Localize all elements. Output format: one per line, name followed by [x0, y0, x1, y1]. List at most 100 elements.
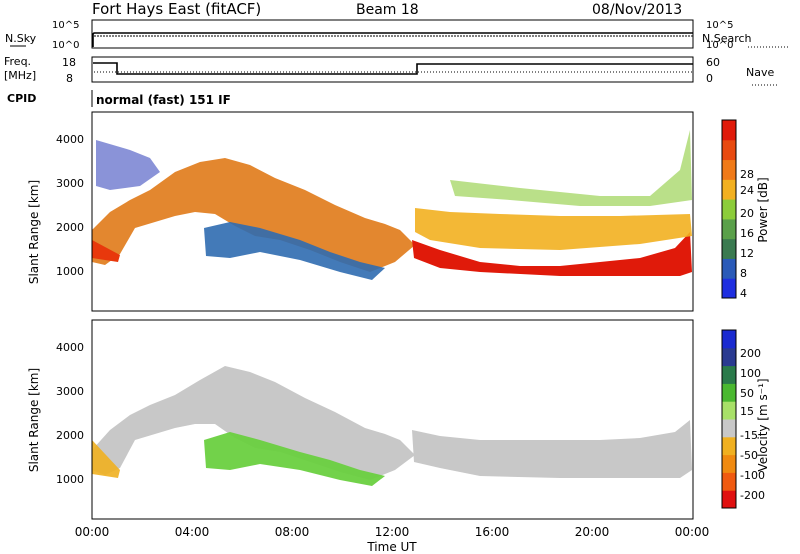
power-cb-tick-24: 24 — [740, 184, 754, 197]
noise-frame — [91, 19, 694, 49]
velocity-colorbar-swatch-6 — [722, 383, 736, 402]
vel-cb-tick-100: 100 — [740, 367, 761, 380]
power-colorbar-swatch-3 — [722, 218, 736, 240]
freq-panel: Freq. [MHz] 18 8 60 0 Nave — [4, 55, 778, 86]
vel-cb-tick-neg100: -100 — [740, 469, 765, 482]
power-cb-tick-28: 28 — [740, 168, 754, 181]
power-frame — [91, 111, 694, 312]
power-colorbar-swatch-7 — [722, 139, 736, 161]
velocity-colorbar-swatch-8 — [722, 347, 736, 367]
nsearch-label: N.Search — [702, 32, 752, 45]
velocity-ytick-1000: 1000 — [56, 473, 84, 486]
velocity-colorbar-swatch-9 — [722, 330, 736, 349]
velocity-colorbar-label: Velocity [m s⁻¹] — [756, 378, 770, 471]
xtick-2000: 20:00 — [575, 525, 610, 539]
nsky-series-line — [92, 32, 693, 47]
power-colorbar-swatch-2 — [722, 238, 736, 259]
power-region-patch — [204, 222, 385, 280]
power-colorbar — [721, 119, 737, 299]
velocity-frame — [91, 319, 694, 520]
power-region-main — [92, 158, 415, 272]
noise-panel: N.Sky N.Search 10^5 10^0 10^5 10^0 — [5, 19, 790, 51]
xtick-0400: 04:00 — [175, 525, 210, 539]
nsky-label: N.Sky — [5, 32, 37, 45]
cpid-label: CPID — [7, 92, 36, 105]
power-colorbar-swatch-0 — [722, 278, 736, 299]
xtick-0800: 08:00 — [275, 525, 310, 539]
power-region-morning-top — [96, 140, 160, 190]
nave-ytick-top: 60 — [706, 56, 720, 69]
velocity-colorbar-frame — [721, 329, 737, 509]
xtick-2400: 00:00 — [675, 525, 710, 539]
freq-ytick-bottom: 8 — [66, 72, 73, 85]
power-colorbar-swatch-4 — [722, 199, 736, 220]
vel-cb-tick-15: 15 — [740, 405, 754, 418]
date-title: 08/Nov/2013 — [592, 2, 682, 18]
power-cb-tick-16: 16 — [740, 227, 754, 240]
velocity-colorbar — [721, 329, 737, 509]
nave-ytick-bottom: 0 — [706, 72, 713, 85]
xtick-0000: 00:00 — [75, 525, 110, 539]
velocity-panel: Slant Range [km] 1000 2000 3000 4000 Vel… — [27, 319, 770, 520]
velocity-colorbar-swatch-1 — [722, 472, 736, 491]
velocity-region-main — [92, 366, 415, 480]
velocity-colorbar-swatch-5 — [722, 401, 736, 420]
power-colorbar-swatch-8 — [722, 120, 736, 141]
power-cb-tick-8: 8 — [740, 267, 747, 280]
freq-frame — [91, 56, 694, 83]
cpid-mode: normal (fast) 151 IF — [96, 93, 231, 107]
power-colorbar-label: Power [dB] — [756, 177, 770, 242]
power-heatmap — [92, 130, 692, 280]
xtick-1200: 12:00 — [375, 525, 410, 539]
vel-cb-tick-neg200: -200 — [740, 489, 765, 502]
velocity-ytick-4000: 4000 — [56, 341, 84, 354]
power-region-evening-layer — [415, 208, 692, 250]
velocity-heatmap — [92, 366, 692, 486]
velocity-ytick-2000: 2000 — [56, 429, 84, 442]
power-colorbar-swatch-1 — [722, 258, 736, 279]
power-ytick-1000: 1000 — [56, 265, 84, 278]
x-axis-label: Time UT — [366, 540, 417, 554]
velocity-colorbar-swatch-7 — [722, 365, 736, 384]
power-region-evening-top — [450, 130, 692, 206]
power-ylabel: Slant Range [km] — [27, 180, 41, 284]
nave-label: Nave — [746, 66, 774, 79]
beam-title: Beam 18 — [356, 2, 419, 18]
velocity-ytick-3000: 3000 — [56, 385, 84, 398]
freq-label: Freq. — [4, 55, 31, 68]
noise-ytick-right-top: 10^5 — [706, 20, 733, 31]
station-title: Fort Hays East (fitACF) — [92, 0, 261, 18]
velocity-colorbar-swatch-4 — [722, 419, 736, 438]
power-cb-tick-20: 20 — [740, 207, 754, 220]
power-ytick-2000: 2000 — [56, 221, 84, 234]
noise-ytick-right-bottom: 10^0 — [706, 40, 733, 51]
x-axis: 00:00 04:00 08:00 12:00 16:00 20:00 00:0… — [75, 525, 710, 554]
velocity-colorbar-swatch-0 — [722, 490, 736, 509]
vel-cb-tick-neg50: -50 — [740, 449, 758, 462]
freq-ytick-top: 18 — [62, 56, 76, 69]
power-ytick-3000: 3000 — [56, 177, 84, 190]
velocity-colorbar-swatch-2 — [722, 454, 736, 473]
velocity-colorbar-swatch-3 — [722, 436, 736, 456]
power-panel: Slant Range [km] 1000 2000 3000 4000 Pow… — [27, 111, 770, 312]
noise-ytick-top: 10^5 — [52, 20, 79, 31]
vel-cb-tick-neg15: -15 — [740, 429, 758, 442]
power-region-core — [92, 240, 120, 262]
power-colorbar-swatch-5 — [722, 179, 736, 200]
freq-unit: [MHz] — [4, 69, 36, 82]
vel-cb-tick-50: 50 — [740, 387, 754, 400]
velocity-region-orange — [92, 440, 120, 478]
xtick-1600: 16:00 — [475, 525, 510, 539]
power-cb-tick-4: 4 — [740, 287, 747, 300]
power-region-evening-base — [412, 232, 692, 276]
vel-cb-tick-200: 200 — [740, 347, 761, 360]
power-colorbar-frame — [721, 119, 737, 299]
power-ytick-4000: 4000 — [56, 133, 84, 146]
noise-ytick-bottom: 10^0 — [52, 40, 79, 51]
velocity-region-green — [204, 432, 385, 486]
velocity-ylabel: Slant Range [km] — [27, 368, 41, 472]
freq-series-line — [93, 62, 693, 75]
velocity-region-evening — [412, 420, 692, 478]
power-colorbar-swatch-6 — [722, 159, 736, 180]
